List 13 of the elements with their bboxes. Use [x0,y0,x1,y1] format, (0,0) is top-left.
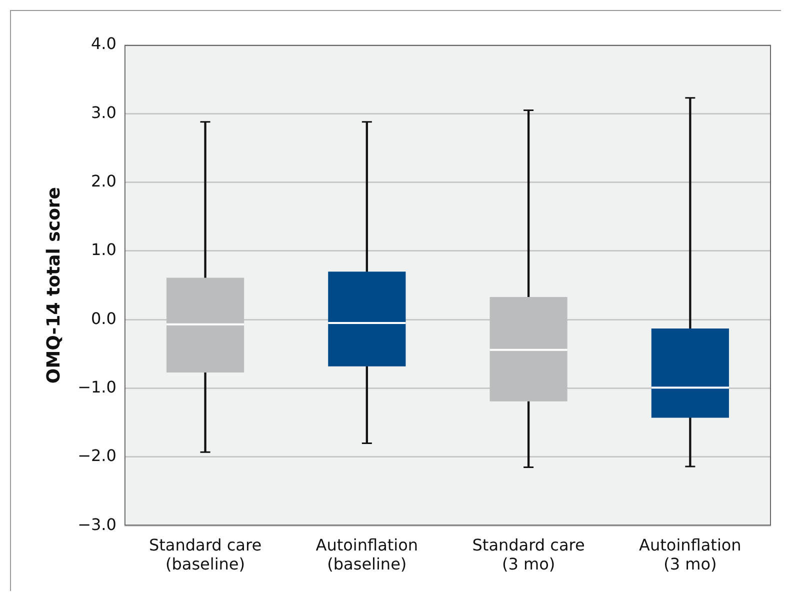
x-tick-label: Autoinflation (3 mo) [639,535,742,574]
y-tick-label: 1.0 [91,240,116,260]
y-tick-label: −2.0 [78,446,116,466]
x-tick-label: Standard care (3 mo) [472,535,585,574]
y-tick-label: 0.0 [91,308,116,328]
x-tick-label: Autoinflation (baseline) [316,535,418,574]
y-axis-title: OMQ-14 total score [43,186,64,384]
y-tick-label: 4.0 [91,34,116,54]
y-tick-label: 2.0 [91,171,116,190]
y-tick-label: 3.0 [91,102,116,122]
x-tick-label: Standard care (baseline) [148,535,262,574]
y-tick-label: −1.0 [78,377,116,396]
y-tick-label: −3.0 [78,514,116,534]
